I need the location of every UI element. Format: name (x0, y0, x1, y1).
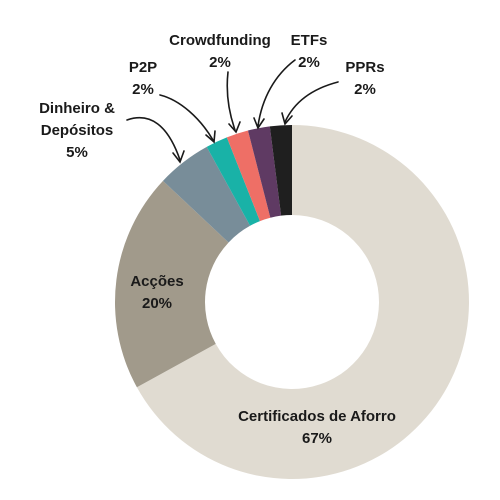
label-crowdfunding: Crowdfunding (169, 32, 271, 49)
slice-dinheiro-dep-sitos (162, 146, 251, 243)
label-p2p: P2P (129, 59, 157, 76)
label-dinheiro-line1: Dinheiro & (39, 100, 115, 117)
arrow-p2p (159, 94, 214, 141)
label-dinheiro-line2: Depósitos (41, 122, 114, 139)
slice-certificados-de-aforro (136, 125, 470, 479)
arrow-dinheiro (126, 116, 181, 161)
value-crowdfunding: 2% (209, 54, 231, 71)
slice-etfs (247, 126, 282, 218)
label-pprs: PPRs (345, 59, 384, 76)
arrow-etfs-head (253, 117, 265, 130)
arrow-pprs-head (281, 112, 293, 126)
arrow-p2p-head (205, 130, 216, 144)
slice-pprs (269, 125, 292, 216)
label-accoes: Acções (130, 273, 183, 290)
arrow-crowdfunding (226, 71, 236, 131)
value-accoes: 20% (142, 295, 172, 312)
slice-p2p (206, 137, 260, 226)
value-etfs: 2% (298, 54, 320, 71)
value-certificados: 67% (302, 430, 332, 447)
donut-slices (115, 125, 470, 479)
slice-ac-es (115, 180, 229, 388)
label-etfs: ETFs (291, 32, 328, 49)
label-certificados: Certificados de Aforro (238, 408, 396, 425)
slice-crowdfunding (226, 130, 271, 222)
arrow-dinheiro-head (172, 150, 185, 164)
arrow-etfs (257, 59, 296, 127)
value-pprs: 2% (354, 81, 376, 98)
arrow-crowdfunding-head (228, 121, 241, 134)
value-p2p: 2% (132, 81, 154, 98)
value-dinheiro: 5% (66, 144, 88, 161)
arrow-pprs (284, 81, 339, 123)
